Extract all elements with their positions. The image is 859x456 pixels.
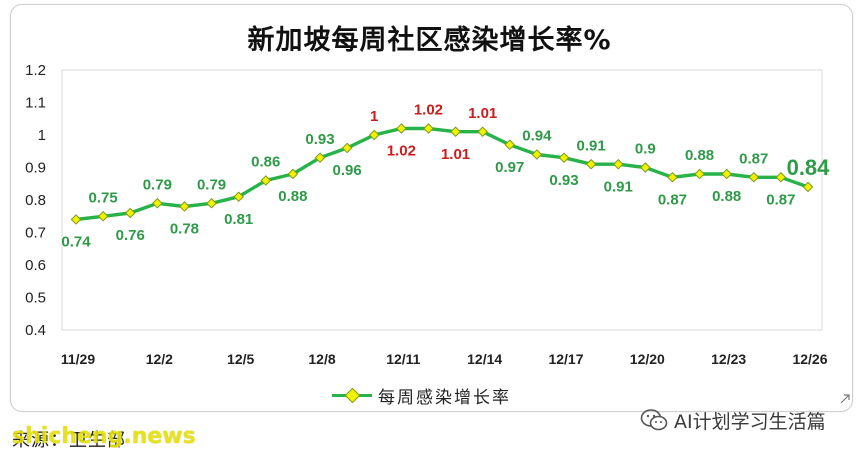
x-tick-label: 12/2: [146, 351, 173, 367]
data-label: 0.88: [685, 147, 714, 164]
data-point-marker: [477, 126, 488, 138]
data-point-marker: [721, 168, 732, 180]
data-label: 0.81: [224, 211, 253, 228]
y-tick-label: 1.2: [25, 62, 46, 79]
data-point-marker: [640, 162, 651, 173]
data-label: 0.93: [305, 131, 334, 148]
x-tick-label: 12/8: [308, 351, 335, 367]
data-point-marker: [423, 123, 434, 134]
legend: 每周感染增长率: [332, 383, 511, 408]
x-tick-label: 12/14: [467, 351, 502, 367]
data-point-marker: [368, 129, 380, 141]
data-label: 0.87: [766, 191, 795, 208]
y-tick-label: 0.7: [25, 225, 46, 242]
data-label: 1: [370, 108, 378, 125]
data-point-marker: [341, 142, 353, 154]
data-label: 0.88: [712, 188, 741, 205]
data-label: 0.87: [658, 191, 687, 208]
data-label: 0.75: [89, 189, 118, 206]
brand-label: AI计划学习生活篇: [674, 410, 826, 433]
data-point-marker: [694, 168, 705, 180]
y-tick-label: 0.8: [25, 192, 46, 209]
chart-title: 新加坡每周社区感染增长率%: [247, 25, 612, 56]
y-tick-label: 0.9: [25, 160, 46, 177]
x-tick-label: 12/20: [630, 351, 665, 367]
data-point-marker: [260, 175, 272, 186]
data-label: 1.02: [387, 143, 416, 160]
x-tick-label: 12/11: [386, 351, 420, 367]
data-point-marker: [585, 158, 597, 170]
data-point-marker: [179, 201, 190, 212]
data-label: 0.87: [739, 150, 768, 167]
data-point-marker: [233, 191, 244, 203]
brand: AI计划学习生活篇: [640, 407, 826, 433]
data-point-marker: [748, 171, 760, 183]
data-label: 1.01: [468, 105, 497, 122]
corner-arrow-icon: [840, 394, 850, 404]
series-line: [74, 126, 810, 222]
data-point-marker: [504, 139, 516, 151]
data-point-marker: [287, 168, 299, 180]
data-point-marker: [802, 181, 814, 193]
data-label: 0.74: [61, 234, 91, 251]
y-tick-label: 1.1: [25, 95, 46, 112]
chart-frame: [10, 4, 853, 412]
data-point-marker: [612, 158, 624, 170]
data-label: 0.84: [787, 155, 831, 180]
data-point-marker: [124, 207, 136, 219]
x-tick-label: 11/29: [61, 351, 95, 367]
data-label: 1.01: [441, 146, 470, 163]
data-label: 1.02: [414, 102, 443, 119]
x-tick-label: 12/17: [548, 351, 583, 367]
data-point-marker: [531, 149, 543, 160]
data-label: 0.91: [604, 178, 633, 195]
wechat-icon: [640, 409, 668, 431]
data-label: 0.76: [116, 227, 145, 244]
y-tick-label: 0.5: [25, 290, 46, 307]
watermark: shicheng.news: [12, 424, 196, 449]
source-note: 来源：卫生部: [12, 430, 126, 451]
data-point-marker: [450, 126, 461, 138]
data-point-marker: [206, 197, 217, 209]
y-tick-label: 0.6: [25, 257, 46, 274]
x-tick-label: 12/26: [792, 351, 827, 367]
data-point-marker: [775, 171, 787, 183]
data-point-marker: [558, 152, 570, 164]
x-tick-label: 12/5: [227, 351, 254, 367]
data-point-marker: [667, 171, 678, 183]
data-label: 0.78: [170, 221, 199, 238]
data-label: 0.88: [278, 188, 307, 205]
legend-swatch: [332, 385, 372, 405]
y-tick-label: 0.4: [25, 322, 46, 339]
x-tick-label: 12/23: [711, 351, 746, 367]
data-label: 0.9: [635, 141, 656, 158]
data-label: 0.79: [143, 176, 172, 193]
data-point-marker: [152, 197, 163, 209]
plot-area: [61, 69, 823, 331]
data-label: 0.86: [251, 154, 280, 171]
data-label: 0.91: [577, 137, 606, 154]
data-label: 0.93: [549, 172, 578, 189]
data-label: 0.97: [495, 159, 524, 176]
legend-label: 每周感染增长率: [378, 387, 511, 408]
data-label: 0.96: [333, 162, 362, 179]
y-tick-label: 1: [38, 127, 46, 144]
data-point-marker: [396, 123, 407, 134]
data-point-marker: [97, 210, 109, 222]
data-point-marker: [70, 214, 82, 225]
data-label: 0.79: [197, 176, 226, 193]
data-point-marker: [314, 152, 326, 164]
data-label: 0.94: [522, 128, 552, 145]
